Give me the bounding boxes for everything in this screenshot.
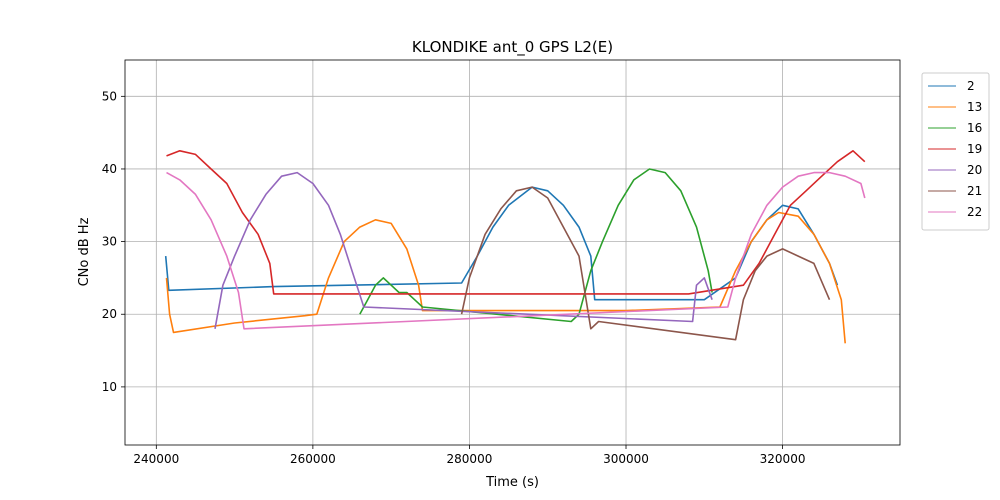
x-tick-label: 260000	[290, 452, 336, 466]
legend-label: 2	[967, 79, 975, 93]
legend-label: 19	[967, 142, 982, 156]
x-tick-label: 320000	[760, 452, 806, 466]
x-tick-label: 240000	[133, 452, 179, 466]
x-tick-label: 280000	[447, 452, 493, 466]
legend-label: 16	[967, 121, 982, 135]
series-19-line	[166, 150, 866, 295]
plot-frame	[124, 59, 901, 446]
legend-label: 20	[967, 163, 982, 177]
series-lines	[164, 150, 866, 344]
legend-label: 13	[967, 100, 982, 114]
series-20-line	[214, 171, 713, 329]
series-21-line	[460, 186, 831, 341]
series-22-line	[166, 171, 866, 330]
legend-label: 22	[967, 205, 982, 219]
ticks: 240000 260000 280000 300000 320000 10 20 30 40 50	[102, 89, 806, 466]
y-tick-label: 40	[102, 162, 117, 176]
x-axis-label: Time (s)	[485, 475, 539, 490]
y-tick-label: 10	[102, 380, 117, 394]
y-tick-label: 50	[102, 89, 117, 103]
chart-title: KLONDIKE ant_0 GPS L2(E)	[412, 38, 613, 57]
x-tick-label: 300000	[603, 452, 649, 466]
y-tick-label: 20	[102, 307, 117, 321]
y-axis-label: CNo dB Hz	[77, 217, 92, 286]
series-2-line	[164, 186, 839, 301]
legend: 2 13 16 19 20 21 22	[921, 72, 990, 231]
legend-label: 21	[967, 184, 982, 198]
y-tick-label: 30	[102, 235, 117, 249]
series-13-line	[165, 211, 846, 344]
